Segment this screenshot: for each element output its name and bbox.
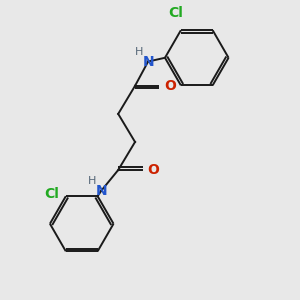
Text: Cl: Cl bbox=[44, 187, 59, 201]
Text: O: O bbox=[147, 163, 159, 177]
Text: N: N bbox=[96, 184, 107, 198]
Text: N: N bbox=[142, 55, 154, 68]
Text: H: H bbox=[135, 47, 143, 57]
Text: H: H bbox=[88, 176, 97, 186]
Text: Cl: Cl bbox=[168, 6, 183, 20]
Text: O: O bbox=[164, 79, 176, 93]
